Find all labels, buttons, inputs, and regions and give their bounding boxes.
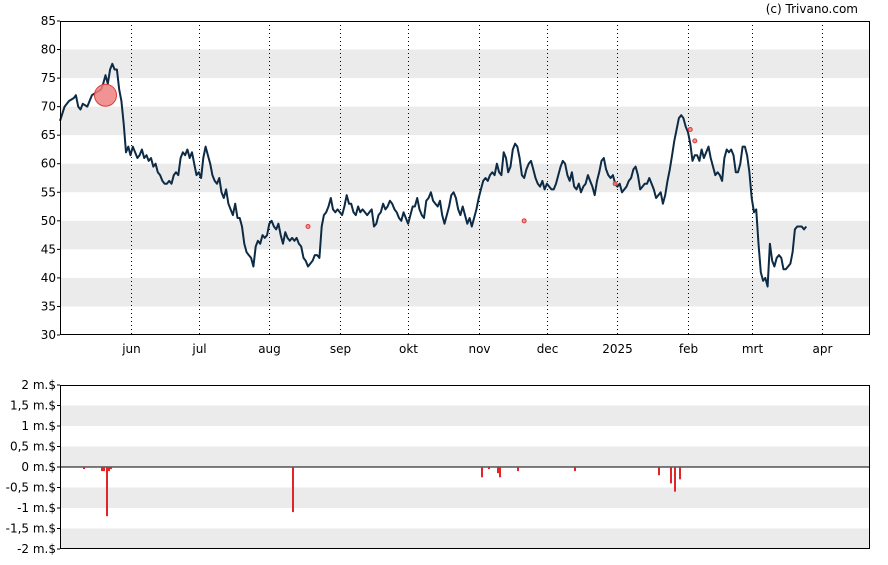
volume-grid-band — [60, 487, 870, 508]
price-grid-band — [60, 277, 870, 307]
price-y-tick-label: 40 — [41, 271, 56, 285]
price-grid-band — [60, 106, 870, 136]
price-plot-frame — [60, 21, 870, 335]
volume-grid-band — [60, 405, 870, 426]
price-y-tick-label: 65 — [41, 128, 56, 142]
volume-y-tick-label: -1 m.$ — [17, 501, 56, 515]
volume-y-tick-label: 0,5 m.$ — [10, 440, 56, 454]
price-x-tick-label: jun — [121, 342, 141, 356]
insider-trade-marker — [612, 181, 618, 187]
volume-bar — [481, 467, 483, 478]
price-x-tick-label: feb — [679, 342, 698, 356]
price-x-tick-label: aug — [258, 342, 281, 356]
price-x-tick-label: okt — [399, 342, 418, 356]
insider-trade-marker — [687, 126, 693, 132]
volume-grid-band — [60, 446, 870, 467]
insider-trade-marker — [305, 224, 311, 230]
volume-bar — [517, 467, 519, 472]
volume-bar — [488, 467, 490, 470]
price-grid-band — [60, 49, 870, 79]
volume-bar — [674, 467, 676, 492]
volume-bar — [101, 467, 103, 472]
price-y-tick-label: 30 — [41, 328, 56, 342]
volume-y-tick-label: -1,5 m.$ — [6, 522, 56, 536]
volume-bar — [574, 467, 576, 472]
price-y-tick-label: 75 — [41, 71, 56, 85]
price-x-tick-label: sep — [330, 342, 351, 356]
volume-y-tick-label: -2 m.$ — [17, 542, 56, 556]
volume-bar — [103, 467, 105, 472]
price-x-tick-label: mrt — [742, 342, 764, 356]
insider-trade-marker — [521, 218, 527, 224]
volume-bar — [658, 467, 660, 476]
volume-bar — [106, 467, 108, 517]
volume-bar — [499, 467, 501, 478]
price-y-tick-label: 80 — [41, 43, 56, 57]
volume-chart-panel: -2 m.$ -1,5 m.$ -1 m.$ -0,5 m.$ 0 m.$ 0,5 m.$… — [6, 378, 870, 556]
price-chart-panel: 30 35 40 45 50 55 60 65 70 75 80 85 jun jul aug sep okt n… — [41, 14, 870, 356]
price-y-tick-label: 35 — [41, 299, 56, 313]
insider-trade-marker — [692, 138, 698, 144]
credit-text: (c) Trivano.com — [766, 2, 858, 16]
volume-bar — [679, 467, 681, 480]
insider-trade-marker — [94, 83, 118, 107]
price-x-tick-label: apr — [813, 342, 833, 356]
volume-bar — [83, 467, 85, 470]
price-y-tick-label: 50 — [41, 214, 56, 228]
price-y-tick-label: 70 — [41, 100, 56, 114]
volume-y-tick-label: 1,5 m.$ — [10, 399, 56, 413]
price-x-tick-label: 2025 — [602, 342, 633, 356]
price-x-tick-label: jul — [191, 342, 206, 356]
price-y-tick-label: 85 — [41, 14, 56, 28]
price-y-tick-label: 60 — [41, 157, 56, 171]
volume-bar — [110, 467, 112, 470]
volume-bar — [670, 467, 672, 484]
volume-bar — [292, 467, 294, 513]
volume-y-tick-label: 0 m.$ — [21, 460, 56, 474]
price-line — [59, 62, 808, 288]
volume-grid-band — [60, 528, 870, 549]
volume-y-tick-label: -0,5 m.$ — [6, 481, 56, 495]
volume-bar — [497, 467, 499, 474]
price-x-tick-label: dec — [537, 342, 559, 356]
price-grid-band — [60, 220, 870, 250]
price-y-tick-label: 45 — [41, 242, 56, 256]
price-y-tick-label: 55 — [41, 185, 56, 199]
volume-bar — [108, 467, 110, 472]
volume-plot-frame — [60, 385, 870, 549]
volume-y-tick-label: 2 m.$ — [21, 378, 56, 392]
volume-y-tick-label: 1 m.$ — [21, 419, 56, 433]
price-x-tick-label: nov — [468, 342, 490, 356]
